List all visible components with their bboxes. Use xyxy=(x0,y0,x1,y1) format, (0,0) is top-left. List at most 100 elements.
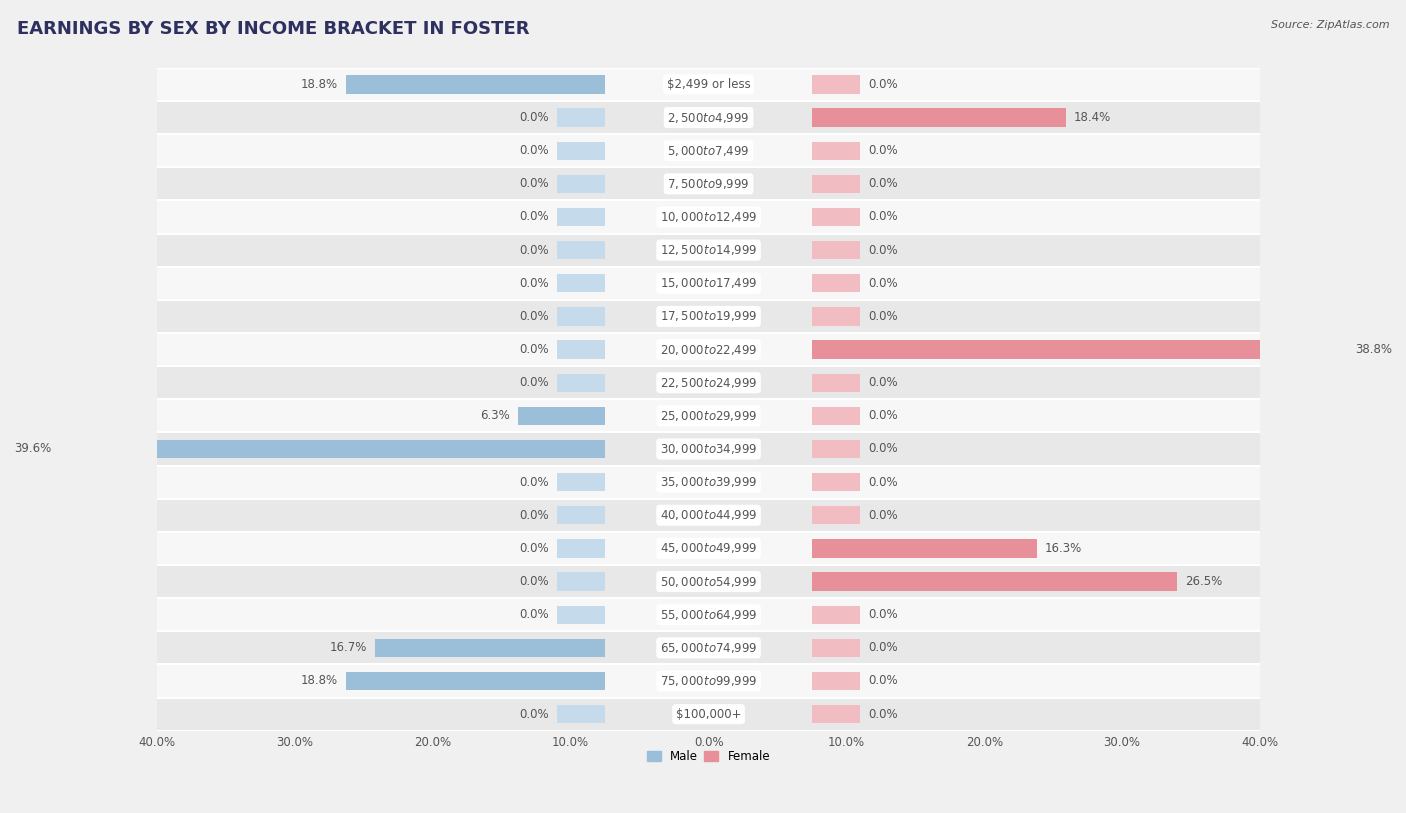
Bar xyxy=(557,274,605,293)
Bar xyxy=(157,565,1260,598)
Text: 0.0%: 0.0% xyxy=(869,78,898,91)
Text: 38.8%: 38.8% xyxy=(1355,343,1392,356)
Text: $7,500 to $9,999: $7,500 to $9,999 xyxy=(668,177,749,191)
Text: 0.0%: 0.0% xyxy=(869,144,898,157)
Bar xyxy=(557,539,605,558)
Bar xyxy=(813,639,860,657)
Text: $15,000 to $17,499: $15,000 to $17,499 xyxy=(659,276,758,290)
Bar xyxy=(557,208,605,226)
Bar xyxy=(813,76,860,93)
Text: 0.0%: 0.0% xyxy=(519,310,548,323)
Bar xyxy=(557,606,605,624)
Bar xyxy=(813,473,860,491)
Bar xyxy=(813,274,860,293)
Text: 0.0%: 0.0% xyxy=(869,409,898,422)
Text: 0.0%: 0.0% xyxy=(869,177,898,190)
Bar xyxy=(519,406,605,425)
Bar xyxy=(157,532,1260,565)
Text: $22,500 to $24,999: $22,500 to $24,999 xyxy=(659,376,758,389)
Bar xyxy=(346,76,605,93)
Text: EARNINGS BY SEX BY INCOME BRACKET IN FOSTER: EARNINGS BY SEX BY INCOME BRACKET IN FOS… xyxy=(17,20,530,38)
Text: $2,500 to $4,999: $2,500 to $4,999 xyxy=(668,111,749,124)
Bar xyxy=(157,466,1260,498)
Bar xyxy=(557,241,605,259)
Text: 0.0%: 0.0% xyxy=(869,707,898,720)
Bar xyxy=(557,341,605,359)
Text: $20,000 to $22,499: $20,000 to $22,499 xyxy=(659,342,758,357)
Text: 0.0%: 0.0% xyxy=(869,211,898,224)
Text: 26.5%: 26.5% xyxy=(1185,575,1223,588)
Text: $45,000 to $49,999: $45,000 to $49,999 xyxy=(659,541,758,555)
Bar xyxy=(813,572,1177,591)
Bar xyxy=(813,506,860,524)
Bar xyxy=(813,175,860,193)
Text: 0.0%: 0.0% xyxy=(869,276,898,289)
Bar xyxy=(375,639,605,657)
Text: 0.0%: 0.0% xyxy=(519,476,548,489)
Text: 0.0%: 0.0% xyxy=(519,244,548,257)
Text: 16.3%: 16.3% xyxy=(1045,542,1083,555)
Text: 0.0%: 0.0% xyxy=(519,177,548,190)
Text: 0.0%: 0.0% xyxy=(519,144,548,157)
Bar xyxy=(557,506,605,524)
Text: $35,000 to $39,999: $35,000 to $39,999 xyxy=(659,475,758,489)
Text: 16.7%: 16.7% xyxy=(329,641,367,654)
Bar xyxy=(346,672,605,690)
Bar xyxy=(157,664,1260,698)
Bar xyxy=(813,208,860,226)
Text: $25,000 to $29,999: $25,000 to $29,999 xyxy=(659,409,758,423)
Text: $10,000 to $12,499: $10,000 to $12,499 xyxy=(659,210,758,224)
Bar xyxy=(813,672,860,690)
Bar xyxy=(557,572,605,591)
Text: 0.0%: 0.0% xyxy=(869,509,898,522)
Text: 6.3%: 6.3% xyxy=(481,409,510,422)
Bar xyxy=(157,631,1260,664)
Text: 0.0%: 0.0% xyxy=(869,244,898,257)
Bar xyxy=(813,406,860,425)
Text: 0.0%: 0.0% xyxy=(519,111,548,124)
Text: $17,500 to $19,999: $17,500 to $19,999 xyxy=(659,310,758,324)
Bar xyxy=(157,134,1260,167)
Bar xyxy=(813,705,860,724)
Text: 0.0%: 0.0% xyxy=(519,211,548,224)
Bar xyxy=(813,341,1347,359)
Bar xyxy=(157,498,1260,532)
Bar xyxy=(557,307,605,325)
Text: 0.0%: 0.0% xyxy=(519,575,548,588)
Bar xyxy=(157,167,1260,201)
Text: 0.0%: 0.0% xyxy=(869,641,898,654)
Text: 0.0%: 0.0% xyxy=(519,343,548,356)
Text: 0.0%: 0.0% xyxy=(869,476,898,489)
Text: 0.0%: 0.0% xyxy=(519,276,548,289)
Text: 18.8%: 18.8% xyxy=(301,675,337,688)
Bar xyxy=(157,233,1260,267)
Bar xyxy=(813,141,860,160)
Text: Source: ZipAtlas.com: Source: ZipAtlas.com xyxy=(1271,20,1389,30)
Bar xyxy=(157,67,1260,101)
Text: 0.0%: 0.0% xyxy=(869,376,898,389)
Bar xyxy=(59,440,605,458)
Bar xyxy=(557,141,605,160)
Text: $40,000 to $44,999: $40,000 to $44,999 xyxy=(659,508,758,522)
Bar xyxy=(557,374,605,392)
Bar xyxy=(557,473,605,491)
Bar xyxy=(157,598,1260,631)
Text: $100,000+: $100,000+ xyxy=(676,707,741,720)
Text: $65,000 to $74,999: $65,000 to $74,999 xyxy=(659,641,758,654)
Bar xyxy=(813,241,860,259)
Text: 0.0%: 0.0% xyxy=(869,675,898,688)
Text: 0.0%: 0.0% xyxy=(519,376,548,389)
Text: 0.0%: 0.0% xyxy=(869,310,898,323)
Text: $50,000 to $54,999: $50,000 to $54,999 xyxy=(659,575,758,589)
Bar xyxy=(557,705,605,724)
Bar xyxy=(157,698,1260,731)
Text: $12,500 to $14,999: $12,500 to $14,999 xyxy=(659,243,758,257)
Legend: Male, Female: Male, Female xyxy=(643,746,775,767)
Bar xyxy=(157,300,1260,333)
Text: 0.0%: 0.0% xyxy=(519,608,548,621)
Text: $5,000 to $7,499: $5,000 to $7,499 xyxy=(668,144,749,158)
Text: 0.0%: 0.0% xyxy=(519,707,548,720)
Text: $75,000 to $99,999: $75,000 to $99,999 xyxy=(659,674,758,688)
Text: $2,499 or less: $2,499 or less xyxy=(666,78,751,91)
Text: 18.4%: 18.4% xyxy=(1074,111,1111,124)
